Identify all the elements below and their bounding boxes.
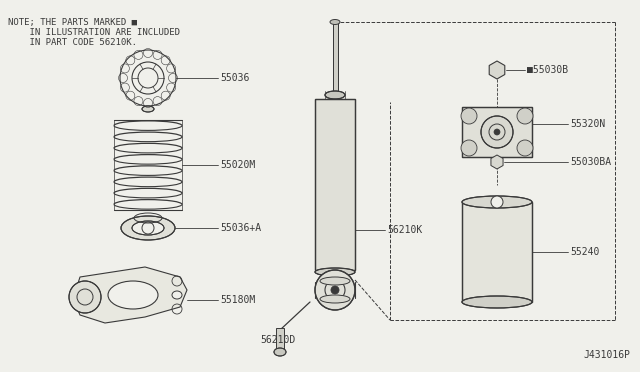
Circle shape: [494, 129, 500, 135]
Ellipse shape: [462, 196, 532, 208]
Ellipse shape: [108, 281, 158, 309]
Circle shape: [481, 116, 513, 148]
Bar: [315, 99, 355, 270]
Text: 55020M: 55020M: [220, 160, 255, 170]
Ellipse shape: [325, 91, 345, 99]
Ellipse shape: [132, 221, 164, 235]
Polygon shape: [491, 155, 503, 169]
Text: 55180M: 55180M: [220, 295, 255, 305]
Bar: [462, 107, 532, 157]
Ellipse shape: [172, 291, 182, 299]
Ellipse shape: [462, 296, 532, 308]
Bar: [333, 22, 337, 95]
Polygon shape: [489, 61, 505, 79]
Circle shape: [494, 159, 500, 165]
Ellipse shape: [274, 348, 286, 356]
Text: IN ILLUSTRATION ARE INCLUDED: IN ILLUSTRATION ARE INCLUDED: [8, 28, 180, 37]
Text: 55240: 55240: [570, 247, 600, 257]
Circle shape: [461, 140, 477, 156]
Bar: [276, 328, 284, 350]
Text: ■55030B: ■55030B: [527, 65, 568, 75]
Ellipse shape: [320, 295, 350, 303]
Text: 56210K: 56210K: [387, 225, 422, 235]
Bar: [315, 99, 355, 270]
Text: J431016P: J431016P: [583, 350, 630, 360]
Bar: [333, 22, 337, 95]
Ellipse shape: [330, 19, 340, 25]
Circle shape: [517, 108, 533, 124]
Text: 55030BA: 55030BA: [570, 157, 611, 167]
Text: NOTE; THE PARTS MARKED ■: NOTE; THE PARTS MARKED ■: [8, 18, 137, 27]
Bar: [462, 202, 532, 302]
Circle shape: [315, 270, 355, 310]
Ellipse shape: [315, 268, 355, 276]
Bar: [462, 202, 532, 302]
Circle shape: [331, 286, 339, 294]
Text: 55036: 55036: [220, 73, 250, 83]
Circle shape: [69, 281, 101, 313]
Ellipse shape: [142, 106, 154, 112]
Text: 56210D: 56210D: [260, 335, 295, 345]
Bar: [462, 107, 532, 157]
Text: 55320N: 55320N: [570, 119, 605, 129]
Text: IN PART CODE 56210K.: IN PART CODE 56210K.: [8, 38, 137, 47]
Ellipse shape: [320, 277, 350, 285]
Circle shape: [461, 108, 477, 124]
Circle shape: [493, 66, 501, 74]
Ellipse shape: [121, 216, 175, 240]
Circle shape: [517, 140, 533, 156]
Text: 55036+A: 55036+A: [220, 223, 261, 233]
Polygon shape: [73, 267, 187, 323]
Circle shape: [491, 196, 503, 208]
